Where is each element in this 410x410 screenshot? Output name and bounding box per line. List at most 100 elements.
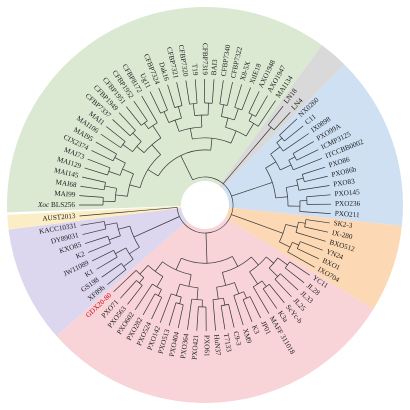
branch-segment bbox=[134, 283, 153, 311]
branch-segment bbox=[296, 149, 319, 161]
branch-segment bbox=[241, 87, 251, 111]
branch-segment bbox=[120, 280, 137, 299]
branch-segment bbox=[285, 267, 305, 284]
branch-segment bbox=[292, 141, 314, 154]
branch-segment bbox=[122, 168, 134, 175]
leaf-label: C9-3 bbox=[232, 330, 243, 346]
branch-segment bbox=[205, 232, 208, 264]
branch-segment bbox=[185, 80, 190, 105]
branch-segment bbox=[115, 194, 128, 197]
branch-arc bbox=[242, 296, 251, 300]
branch-segment bbox=[289, 261, 310, 276]
branch-arc bbox=[304, 219, 307, 228]
branch-arc bbox=[296, 241, 301, 249]
clade-sector-orange bbox=[225, 207, 402, 310]
branch-segment bbox=[248, 91, 260, 114]
branch-segment bbox=[104, 222, 117, 226]
branch-segment bbox=[118, 112, 136, 131]
branch-segment bbox=[113, 270, 137, 292]
branch-segment bbox=[88, 243, 111, 253]
branch-arc bbox=[279, 224, 287, 243]
leaf-label: BAI3 bbox=[210, 59, 219, 76]
branch-segment bbox=[212, 299, 216, 331]
branch-segment bbox=[109, 235, 121, 241]
leaf-label: AUST2013 bbox=[42, 212, 76, 223]
branch-arc bbox=[171, 293, 182, 298]
branch-segment bbox=[249, 296, 261, 319]
branch-segment bbox=[226, 81, 233, 106]
branch-segment bbox=[251, 256, 259, 266]
branch-arc bbox=[212, 297, 224, 300]
branch-segment bbox=[231, 214, 284, 234]
leaf-label: HuN37 bbox=[212, 334, 222, 356]
branch-segment bbox=[287, 251, 315, 268]
branch-segment bbox=[174, 120, 180, 132]
branch-segment bbox=[274, 278, 292, 297]
branch-segment bbox=[79, 195, 104, 198]
branch-segment bbox=[279, 241, 291, 248]
clade-sector-grey bbox=[219, 45, 345, 188]
clade-sector-purple bbox=[8, 207, 187, 336]
branch-segment bbox=[296, 177, 304, 181]
branch-segment bbox=[178, 106, 182, 119]
branch-segment bbox=[280, 273, 299, 291]
branch-segment bbox=[276, 137, 283, 143]
branch-segment bbox=[298, 221, 306, 224]
branch-segment bbox=[80, 185, 105, 191]
branch-arc bbox=[113, 250, 118, 258]
branch-segment bbox=[223, 298, 226, 306]
branch-segment bbox=[101, 263, 122, 278]
branch-segment bbox=[159, 293, 172, 323]
leaf-label: PXO61 bbox=[203, 335, 211, 357]
branch-segment bbox=[91, 150, 114, 162]
branch-segment bbox=[189, 128, 193, 140]
branch-arc bbox=[136, 280, 143, 286]
branch-segment bbox=[112, 119, 131, 136]
branch-segment bbox=[187, 299, 193, 330]
branch-segment bbox=[108, 171, 121, 176]
branch-segment bbox=[248, 114, 253, 122]
branch-segment bbox=[96, 256, 118, 270]
branch-segment bbox=[129, 184, 141, 189]
leaf-label: Xoc BLS256 bbox=[37, 201, 75, 209]
branch-segment bbox=[141, 95, 158, 124]
branch-segment bbox=[279, 118, 298, 136]
branch-segment bbox=[211, 79, 215, 104]
branch-segment bbox=[270, 146, 281, 155]
leaf-label: PXO211 bbox=[334, 210, 360, 220]
branch-segment bbox=[100, 133, 121, 148]
branch-segment bbox=[233, 295, 244, 326]
branch-segment bbox=[268, 267, 278, 277]
leaf-label: T7133 bbox=[222, 333, 233, 353]
branch-segment bbox=[142, 293, 156, 315]
branch-segment bbox=[168, 302, 177, 326]
branch-segment bbox=[305, 219, 330, 224]
branch-segment bbox=[306, 194, 331, 198]
branch-segment bbox=[255, 95, 268, 117]
branch-segment bbox=[196, 287, 199, 300]
branch-segment bbox=[234, 282, 240, 294]
branch-segment bbox=[143, 122, 149, 129]
branch-arc bbox=[295, 221, 299, 233]
branch-segment bbox=[262, 288, 278, 309]
branch-segment bbox=[125, 106, 142, 126]
branch-segment bbox=[154, 261, 163, 272]
branch-arc bbox=[285, 187, 289, 207]
branch-segment bbox=[267, 105, 284, 126]
branch-arc bbox=[219, 103, 228, 106]
branch-segment bbox=[84, 235, 109, 244]
branch-arc bbox=[176, 176, 234, 234]
branch-segment bbox=[115, 247, 127, 255]
leaf-label: PXO364 bbox=[179, 333, 190, 359]
branch-segment bbox=[266, 256, 274, 264]
leaf-label: K3 bbox=[250, 324, 261, 336]
branch-segment bbox=[136, 146, 145, 153]
branch-segment bbox=[139, 277, 145, 284]
branch-segment bbox=[179, 296, 182, 304]
branch-segment bbox=[234, 108, 239, 121]
branch-segment bbox=[295, 232, 326, 242]
branch-segment bbox=[219, 80, 224, 105]
branch-segment bbox=[157, 289, 162, 296]
branch-segment bbox=[245, 123, 254, 137]
